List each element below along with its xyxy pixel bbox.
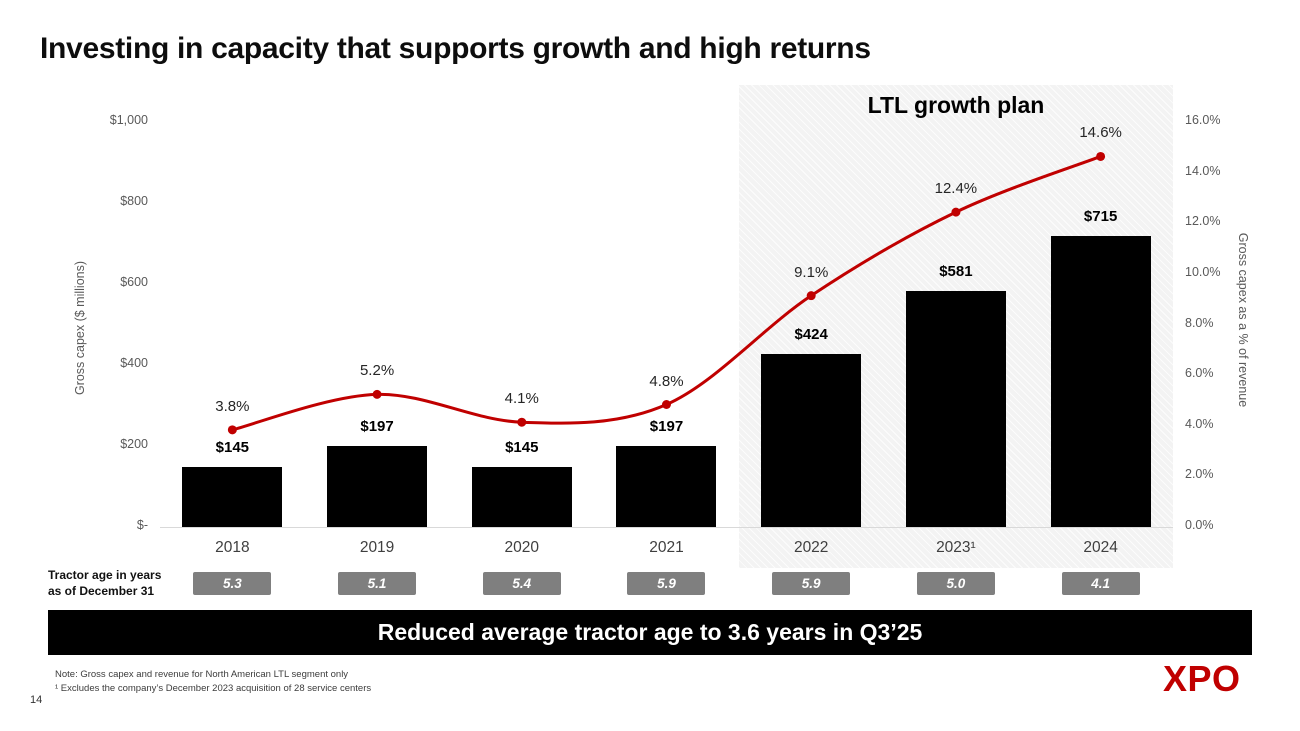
footnotes: Note: Gross capex and revenue for North … (55, 668, 371, 696)
xpo-logo: XPO (1163, 658, 1241, 699)
line-value-label: 4.8% (649, 372, 684, 390)
y-right-tick: 2.0% (1185, 467, 1214, 482)
bar-2020 (471, 467, 572, 527)
line-value-label: 9.1% (794, 263, 829, 281)
bar-2018 (182, 467, 283, 527)
footnote-1: Note: Gross capex and revenue for North … (55, 669, 349, 680)
y-right-tick: 12.0% (1185, 214, 1221, 229)
bar-value-label: $197 (360, 418, 394, 436)
x-axis-label: 2022 (793, 539, 829, 556)
tractor-age-row-label: Tractor age in years as of December 31 (48, 567, 161, 599)
y-right-tick: 10.0% (1185, 264, 1221, 279)
slide-title: Investing in capacity that supports grow… (40, 32, 871, 65)
y-right-tick: 6.0% (1185, 366, 1214, 381)
tractor-age-label-line2: as of December 31 (48, 584, 155, 599)
bar-2021 (616, 446, 717, 527)
tractor-age-badge: 5.9 (772, 572, 851, 595)
page-number: 14 (30, 694, 43, 706)
y-left-tick: $- (136, 518, 148, 532)
bar-2023 (905, 290, 1006, 527)
tractor-age-badge: 5.9 (627, 572, 706, 595)
takeaway-banner: Reduced average tractor age to 3.6 years… (48, 610, 1252, 655)
x-axis-label: 2020 (504, 539, 540, 556)
line-value-label: 3.8% (215, 397, 250, 415)
bar-2022 (761, 354, 862, 527)
bar-value-label: $145 (215, 439, 250, 457)
y-right-tick: 14.0% (1185, 163, 1221, 178)
bar-value-label: $715 (1083, 208, 1118, 226)
tractor-age-badge: 5.1 (338, 572, 417, 595)
x-axis-line (160, 527, 1173, 528)
footnote-2: ¹ Excludes the company’s December 2023 a… (55, 682, 372, 694)
line-value-label: 4.1% (504, 390, 539, 408)
tractor-age-label-line1: Tractor age in years (48, 568, 162, 582)
x-axis-label: 2021 (649, 539, 684, 556)
y-right-tick: 4.0% (1185, 416, 1214, 431)
y-left-tick: $200 (120, 437, 148, 451)
x-axis-label: 2018 (215, 539, 250, 556)
bar-2019 (327, 446, 428, 527)
x-axis-label: 2019 (359, 539, 395, 556)
tractor-age-badge: 5.3 (193, 572, 272, 595)
bar-2024 (1050, 236, 1151, 527)
bar-value-label: $197 (649, 418, 684, 436)
line-value-label: 5.2% (359, 362, 395, 380)
y-left-tick: $400 (120, 356, 148, 370)
y-left-tick: $600 (120, 275, 148, 289)
y-left-tick: $1,000 (109, 113, 148, 127)
y-left-tick: $800 (120, 194, 148, 208)
x-axis-label: 2023¹ (936, 539, 976, 556)
line-value-label: 12.4% (934, 180, 978, 198)
bar-value-label: $145 (505, 439, 539, 457)
line-value-label: 14.6% (1079, 124, 1122, 142)
tractor-age-badge: 5.4 (482, 572, 561, 595)
tractor-age-badge: 4.1 (1061, 572, 1140, 595)
y-right-tick: 0.0% (1185, 518, 1214, 532)
x-axis-label: 2024 (1083, 539, 1118, 556)
tractor-age-badge: 5.0 (916, 572, 995, 595)
ltl-growth-plan-label: LTL growth plan (867, 92, 1045, 118)
y-right-tick: 8.0% (1185, 315, 1214, 330)
y-right-tick: 16.0% (1185, 113, 1221, 127)
bar-value-label: $424 (794, 326, 828, 344)
bar-value-label: $581 (939, 262, 973, 280)
